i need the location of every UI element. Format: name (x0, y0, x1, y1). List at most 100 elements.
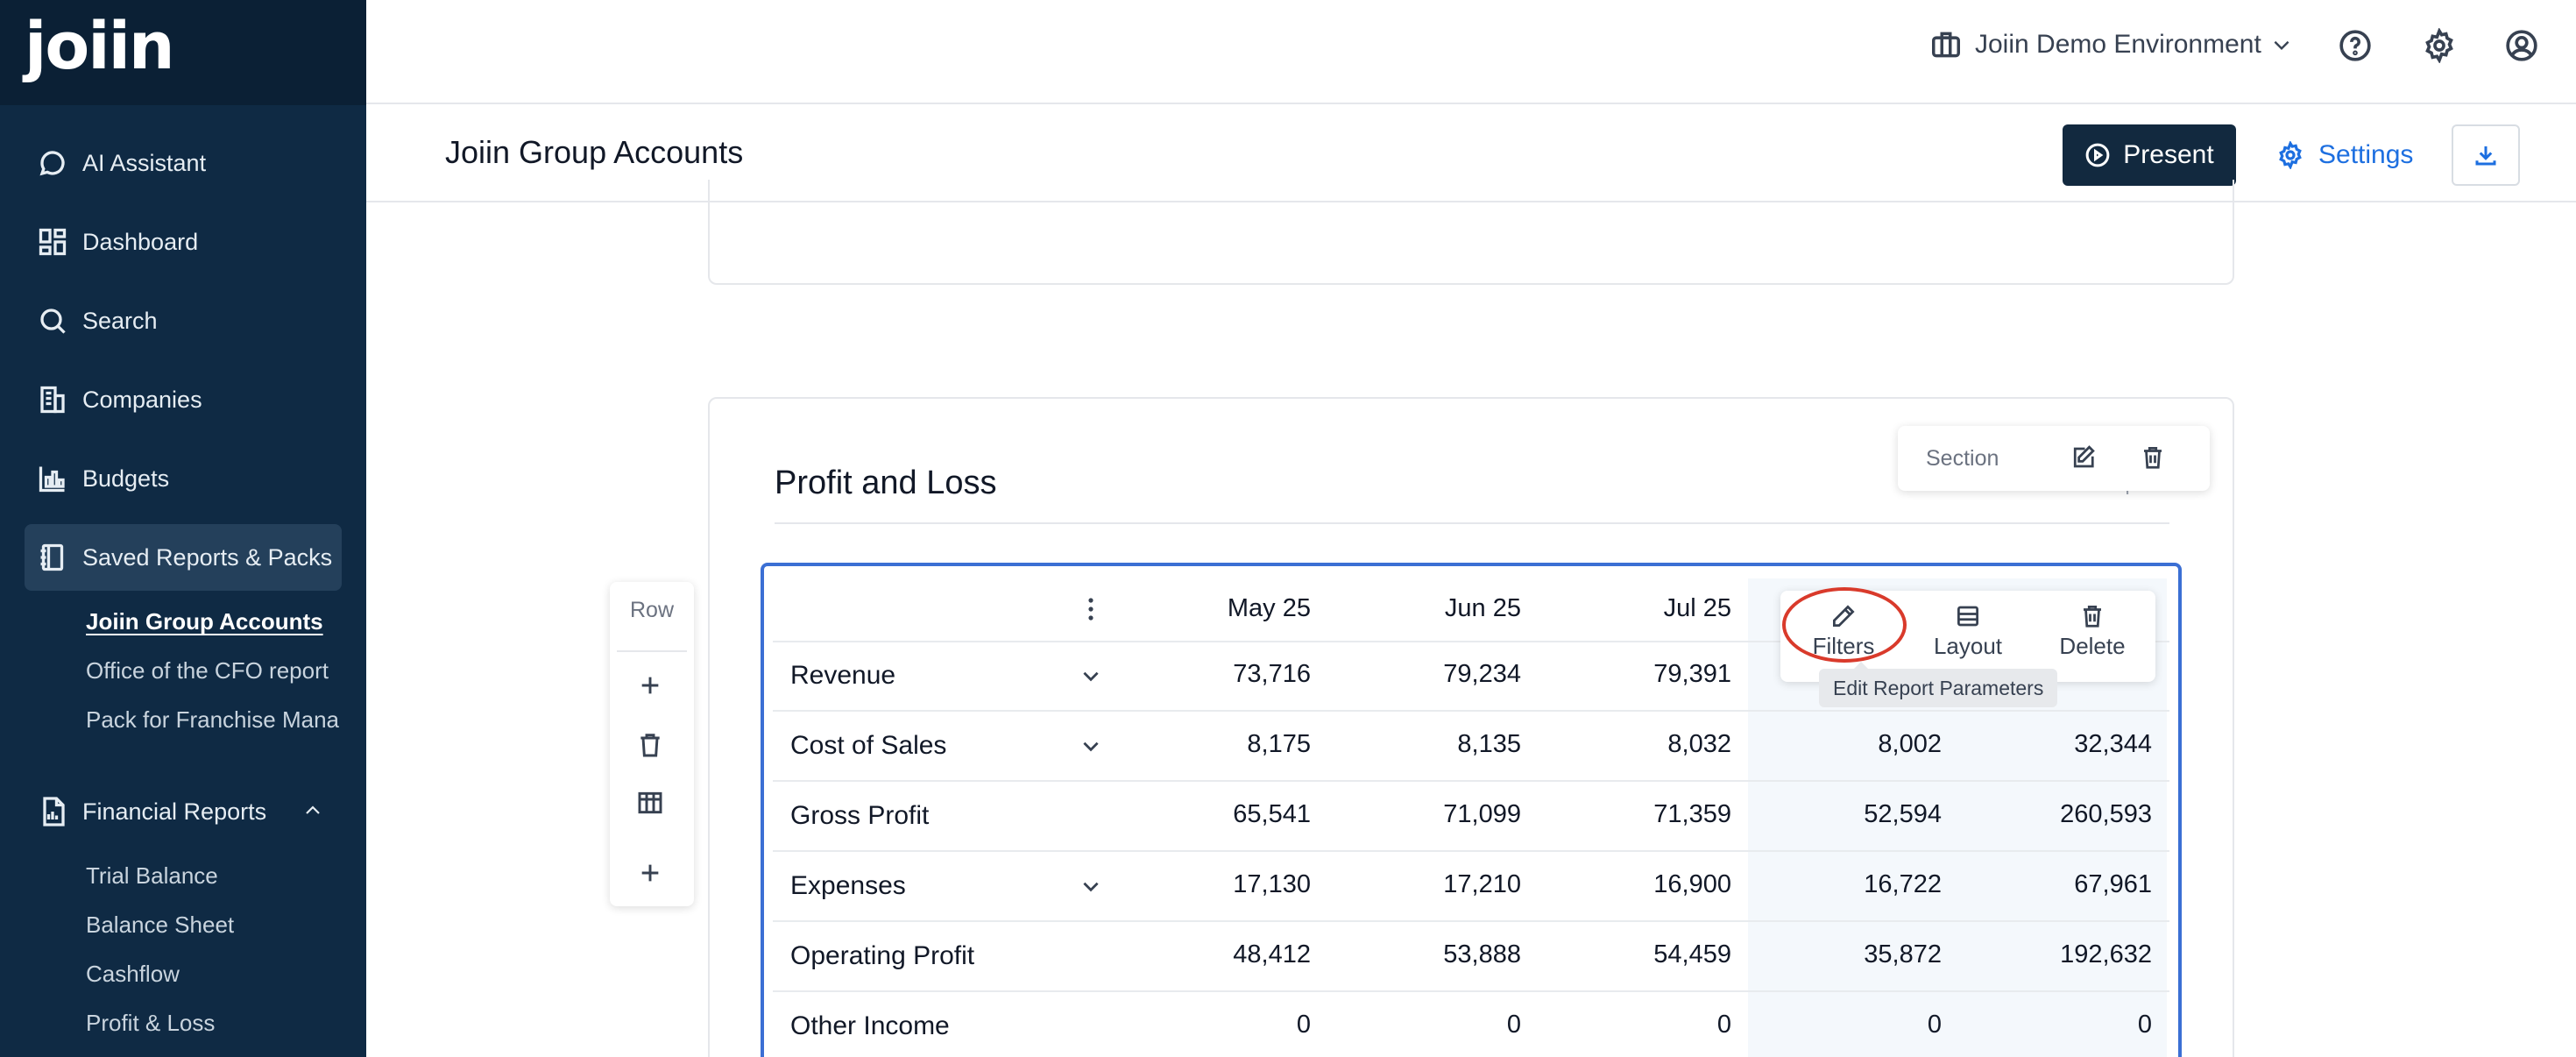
download-icon (2475, 146, 2496, 166)
financial-report-profit-loss[interactable]: Profit & Loss (86, 1010, 216, 1036)
table-cell: 0 (1506, 1011, 1521, 1039)
columns-icon (638, 791, 662, 814)
chevron-up-icon[interactable] (305, 805, 321, 815)
table-cell: 0 (2137, 1011, 2152, 1039)
column-header-may-25[interactable]: May 25 (1227, 594, 1311, 622)
row-label-other-income: Other Income (790, 1011, 950, 1040)
previous-section-card (708, 180, 2234, 285)
expand-row-button[interactable] (1079, 734, 1102, 757)
table-cell: 79,234 (1443, 660, 1521, 688)
layout-button[interactable]: Layout (1915, 603, 2020, 660)
kebab-menu-icon[interactable] (1083, 596, 1099, 622)
row-divider (773, 780, 2169, 782)
delete-section-button[interactable] (2140, 444, 2168, 472)
row-label-operating-profit: Operating Profit (790, 941, 975, 970)
table-cell: 67,961 (2074, 870, 2152, 898)
row-label-gross-profit: Gross Profit (790, 801, 930, 830)
page-title: Joiin Group Accounts (445, 134, 744, 170)
table-cell: 8,135 (1457, 730, 1521, 758)
delete-column-button[interactable]: Delete (2040, 603, 2145, 660)
table-cell: 71,359 (1653, 800, 1731, 828)
present-label: Present (2123, 140, 2214, 169)
row-label-revenue: Revenue (790, 661, 896, 690)
play-circle-icon (2085, 143, 2110, 167)
table-cell: 53,888 (1443, 940, 1521, 968)
report-chart-icon (43, 797, 65, 826)
table-cell: 79,391 (1653, 660, 1731, 688)
joiin-logo[interactable]: joiin (25, 9, 175, 84)
settings-label: Settings (2318, 140, 2414, 169)
table-cell: 8,032 (1667, 730, 1731, 758)
download-button[interactable] (2452, 124, 2520, 186)
sidebar-item-label: Budgets (82, 465, 170, 492)
expand-row-button[interactable] (1079, 664, 1102, 687)
briefcase-icon (1932, 32, 1960, 58)
sidebar-item-label: Saved Reports & Packs (82, 543, 333, 571)
settings-button[interactable]: Settings (2276, 124, 2413, 186)
layout-icon (1957, 606, 1978, 627)
row-divider (773, 850, 2169, 852)
saved-report-office-cfo[interactable]: Office of the CFO report (86, 657, 329, 684)
table-cell: 0 (1716, 1011, 1731, 1039)
table-cell: 8,175 (1247, 730, 1311, 758)
sidebar-item-label: Companies (82, 386, 202, 413)
expand-row-button[interactable] (1079, 875, 1102, 897)
notebook-icon (40, 543, 64, 571)
table-cell: 192,632 (2060, 940, 2152, 968)
sidebar-item-dashboard[interactable]: Dashboard (25, 209, 342, 275)
column-header-jun-25[interactable]: Jun 25 (1444, 594, 1521, 622)
sidebar-item-label: AI Assistant (82, 149, 207, 176)
chat-bubble-icon (39, 151, 65, 176)
columns-button[interactable] (636, 789, 668, 820)
sidebar-item-companies[interactable]: Companies (25, 366, 342, 433)
sidebar-item-search[interactable]: Search (25, 287, 342, 354)
saved-report-franchise-pack[interactable]: Pack for Franchise Mana (86, 706, 340, 733)
chevron-down-icon (1083, 741, 1099, 752)
sidebar-item-ai-assistant[interactable]: AI Assistant (25, 130, 342, 196)
dashboard-icon (39, 228, 67, 256)
bar-chart-icon (39, 466, 65, 493)
financial-report-balance-sheet[interactable]: Balance Sheet (86, 912, 235, 938)
report-section-card (708, 397, 2234, 1057)
add-row-below-button[interactable] (636, 859, 668, 890)
divider (775, 522, 2169, 524)
financial-report-cashflow[interactable]: Cashflow (86, 961, 180, 987)
layout-label: Layout (1933, 633, 2003, 659)
environment-name: Joiin Demo Environment (1975, 30, 2261, 59)
financial-report-trial-balance[interactable]: Trial Balance (86, 862, 218, 889)
saved-report-joiin-group-accounts[interactable]: Joiin Group Accounts (86, 608, 323, 635)
gear-icon[interactable] (2422, 27, 2457, 64)
user-icon[interactable] (2504, 28, 2539, 63)
table-cell: 260,593 (2060, 800, 2152, 828)
table-cell: 17,210 (1443, 870, 1521, 898)
delete-row-button[interactable] (636, 731, 668, 763)
report-table[interactable] (761, 563, 2182, 1057)
search-icon (40, 309, 66, 334)
tooltip: Edit Report Parameters (1819, 662, 2058, 707)
table-cell: 54,459 (1653, 940, 1731, 968)
filters-highlight-circle (1782, 587, 1907, 663)
sidebar-item-budgets[interactable]: Budgets (25, 445, 342, 512)
environment-selector[interactable]: Joiin Demo Environment (1929, 28, 2293, 61)
table-cell: 0 (1927, 1011, 1942, 1039)
add-row-button[interactable] (636, 671, 668, 703)
edit-section-button[interactable] (2070, 444, 2098, 472)
help-icon[interactable] (2338, 28, 2373, 63)
table-cell: 8,002 (1878, 730, 1942, 758)
sidebar-item-financial-reports[interactable]: Financial Reports (25, 778, 342, 845)
present-button[interactable]: Present (2063, 124, 2236, 186)
table-cell: 35,872 (1864, 940, 1942, 968)
table-cell: 16,900 (1653, 870, 1731, 898)
column-header-jul-25[interactable]: Jul 25 (1663, 594, 1731, 622)
building-icon (40, 386, 65, 414)
divider (617, 650, 687, 652)
table-cell: 16,722 (1864, 870, 1942, 898)
table-cell: 52,594 (1864, 800, 1942, 828)
section-toolbar-label: Section (1926, 445, 1999, 471)
row-toolbar-label: Row (629, 598, 674, 622)
chevron-down-icon (1083, 882, 1099, 892)
delete-label: Delete (2059, 633, 2126, 659)
trash-icon (640, 734, 660, 757)
sidebar-item-saved-reports[interactable]: Saved Reports & Packs (25, 524, 342, 591)
plus-icon (641, 677, 659, 694)
